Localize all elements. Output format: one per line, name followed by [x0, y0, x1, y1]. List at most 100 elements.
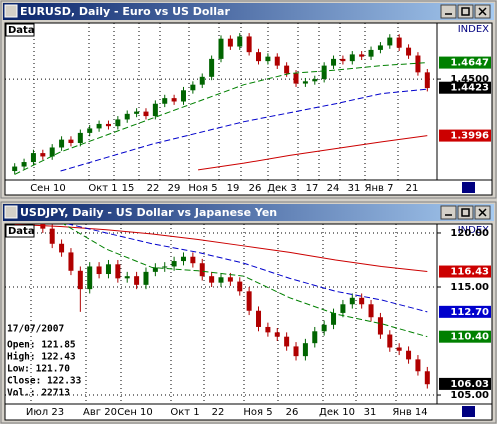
- candle-body: [368, 304, 374, 318]
- candle-body: [387, 334, 393, 348]
- y-tick-label: 115.00: [450, 282, 489, 293]
- window-title: EURUSD, Daily - Euro vs US Dollar: [20, 5, 230, 18]
- data-label: Data: [8, 226, 35, 237]
- y-tick-label: 105.00: [450, 390, 489, 401]
- candle-body: [218, 277, 224, 283]
- x-tick-label: Июл 23: [26, 407, 64, 418]
- price-tag-label: 112.70: [450, 307, 489, 318]
- scroll-button[interactable]: [462, 406, 475, 417]
- candle-body: [265, 326, 271, 333]
- y-tick-label: 1.4500: [450, 74, 489, 85]
- button-glyph: [461, 7, 470, 16]
- candle-body: [105, 123, 111, 127]
- candle-body: [284, 336, 290, 347]
- candle-body: [152, 267, 158, 272]
- price-axis: [436, 22, 493, 181]
- candle-body: [143, 271, 149, 285]
- x-tick-label: 22: [147, 183, 160, 194]
- candle-body: [246, 291, 252, 311]
- x-tick-label: Окт 1: [88, 183, 117, 194]
- candle-body: [396, 347, 402, 351]
- axis-header: INDEX: [458, 24, 489, 35]
- candle-body: [340, 304, 346, 313]
- title-bar: [3, 204, 494, 221]
- candle-body: [190, 84, 196, 91]
- candle-body: [49, 228, 55, 244]
- candle-body: [115, 119, 121, 127]
- candle-body: [96, 266, 102, 275]
- candle-body: [180, 90, 186, 102]
- candle-body: [406, 350, 412, 360]
- candle-body: [302, 343, 308, 357]
- info-line: High: 122.43: [7, 352, 76, 363]
- x-tick-label: 19: [227, 183, 240, 194]
- x-tick-label: Ноя 5: [243, 407, 272, 418]
- x-tick-label: Дек 10: [319, 407, 355, 418]
- x-tick-label: 17: [306, 183, 319, 194]
- title-bar: [3, 3, 494, 20]
- window-button[interactable]: [440, 205, 457, 220]
- x-tick-label: Янв 7: [365, 183, 394, 194]
- candle-body: [218, 38, 224, 59]
- candle-body: [349, 54, 355, 62]
- candle-body: [124, 276, 130, 279]
- button-glyph: [461, 208, 470, 217]
- window-button[interactable]: [457, 205, 474, 220]
- moving-average: [14, 62, 428, 175]
- price-tag-label: 1.4647: [450, 58, 489, 69]
- candle-body: [96, 123, 102, 129]
- candle-body: [59, 243, 65, 253]
- candle-body: [293, 73, 299, 84]
- candle-body: [171, 261, 177, 267]
- candle-body: [134, 276, 140, 285]
- x-tick-label: Сен 10: [117, 407, 153, 418]
- plot: [14, 224, 430, 389]
- price-tag-label: 106.03: [450, 379, 489, 390]
- info-line: Low: 121.70: [7, 364, 70, 375]
- info-line: Close: 122.33: [7, 376, 82, 387]
- candle-body: [265, 56, 271, 62]
- x-tick-label: Авг 20: [83, 407, 117, 418]
- candle-body: [246, 36, 252, 53]
- candle-body: [377, 317, 383, 335]
- data-label: Data: [8, 25, 35, 36]
- price-tag-label: 116.43: [450, 267, 489, 278]
- candle-body: [312, 79, 318, 82]
- candle-body: [40, 224, 46, 229]
- window-button[interactable]: [440, 4, 457, 19]
- candle-body: [209, 276, 215, 283]
- time-axis: [4, 179, 493, 196]
- candle-body: [21, 162, 27, 167]
- data-label-box: [5, 23, 35, 37]
- window-title: USDJPY, Daily - US Dollar vs Japanese Ye…: [20, 206, 277, 219]
- candle-body: [377, 45, 383, 50]
- candle-body: [359, 54, 365, 57]
- candle-body: [68, 252, 74, 271]
- candle-body: [199, 263, 205, 277]
- data-label-box: [5, 224, 35, 238]
- plot: [12, 33, 430, 175]
- window-button[interactable]: [457, 4, 474, 19]
- scroll-button[interactable]: [462, 182, 475, 193]
- x-tick-label: 26: [249, 183, 262, 194]
- price-tag-label: 1.4423: [450, 83, 489, 94]
- candle-body: [424, 371, 430, 385]
- candle-body: [143, 111, 149, 117]
- candle-body: [340, 58, 346, 62]
- candle-body: [237, 281, 243, 292]
- button-glyph: [478, 208, 487, 217]
- candle-body: [209, 58, 215, 77]
- candle-body: [124, 113, 130, 120]
- candle-body: [256, 310, 262, 327]
- candle-body: [59, 139, 65, 148]
- candle-body: [227, 38, 233, 47]
- candle-body: [331, 312, 337, 325]
- candle-body: [171, 98, 177, 102]
- candle-body: [87, 128, 93, 133]
- candle-body: [49, 147, 55, 157]
- info-line: 17/07/2007: [7, 324, 64, 335]
- candle-body: [321, 324, 327, 332]
- x-tick-label: Ноя 5: [188, 183, 217, 194]
